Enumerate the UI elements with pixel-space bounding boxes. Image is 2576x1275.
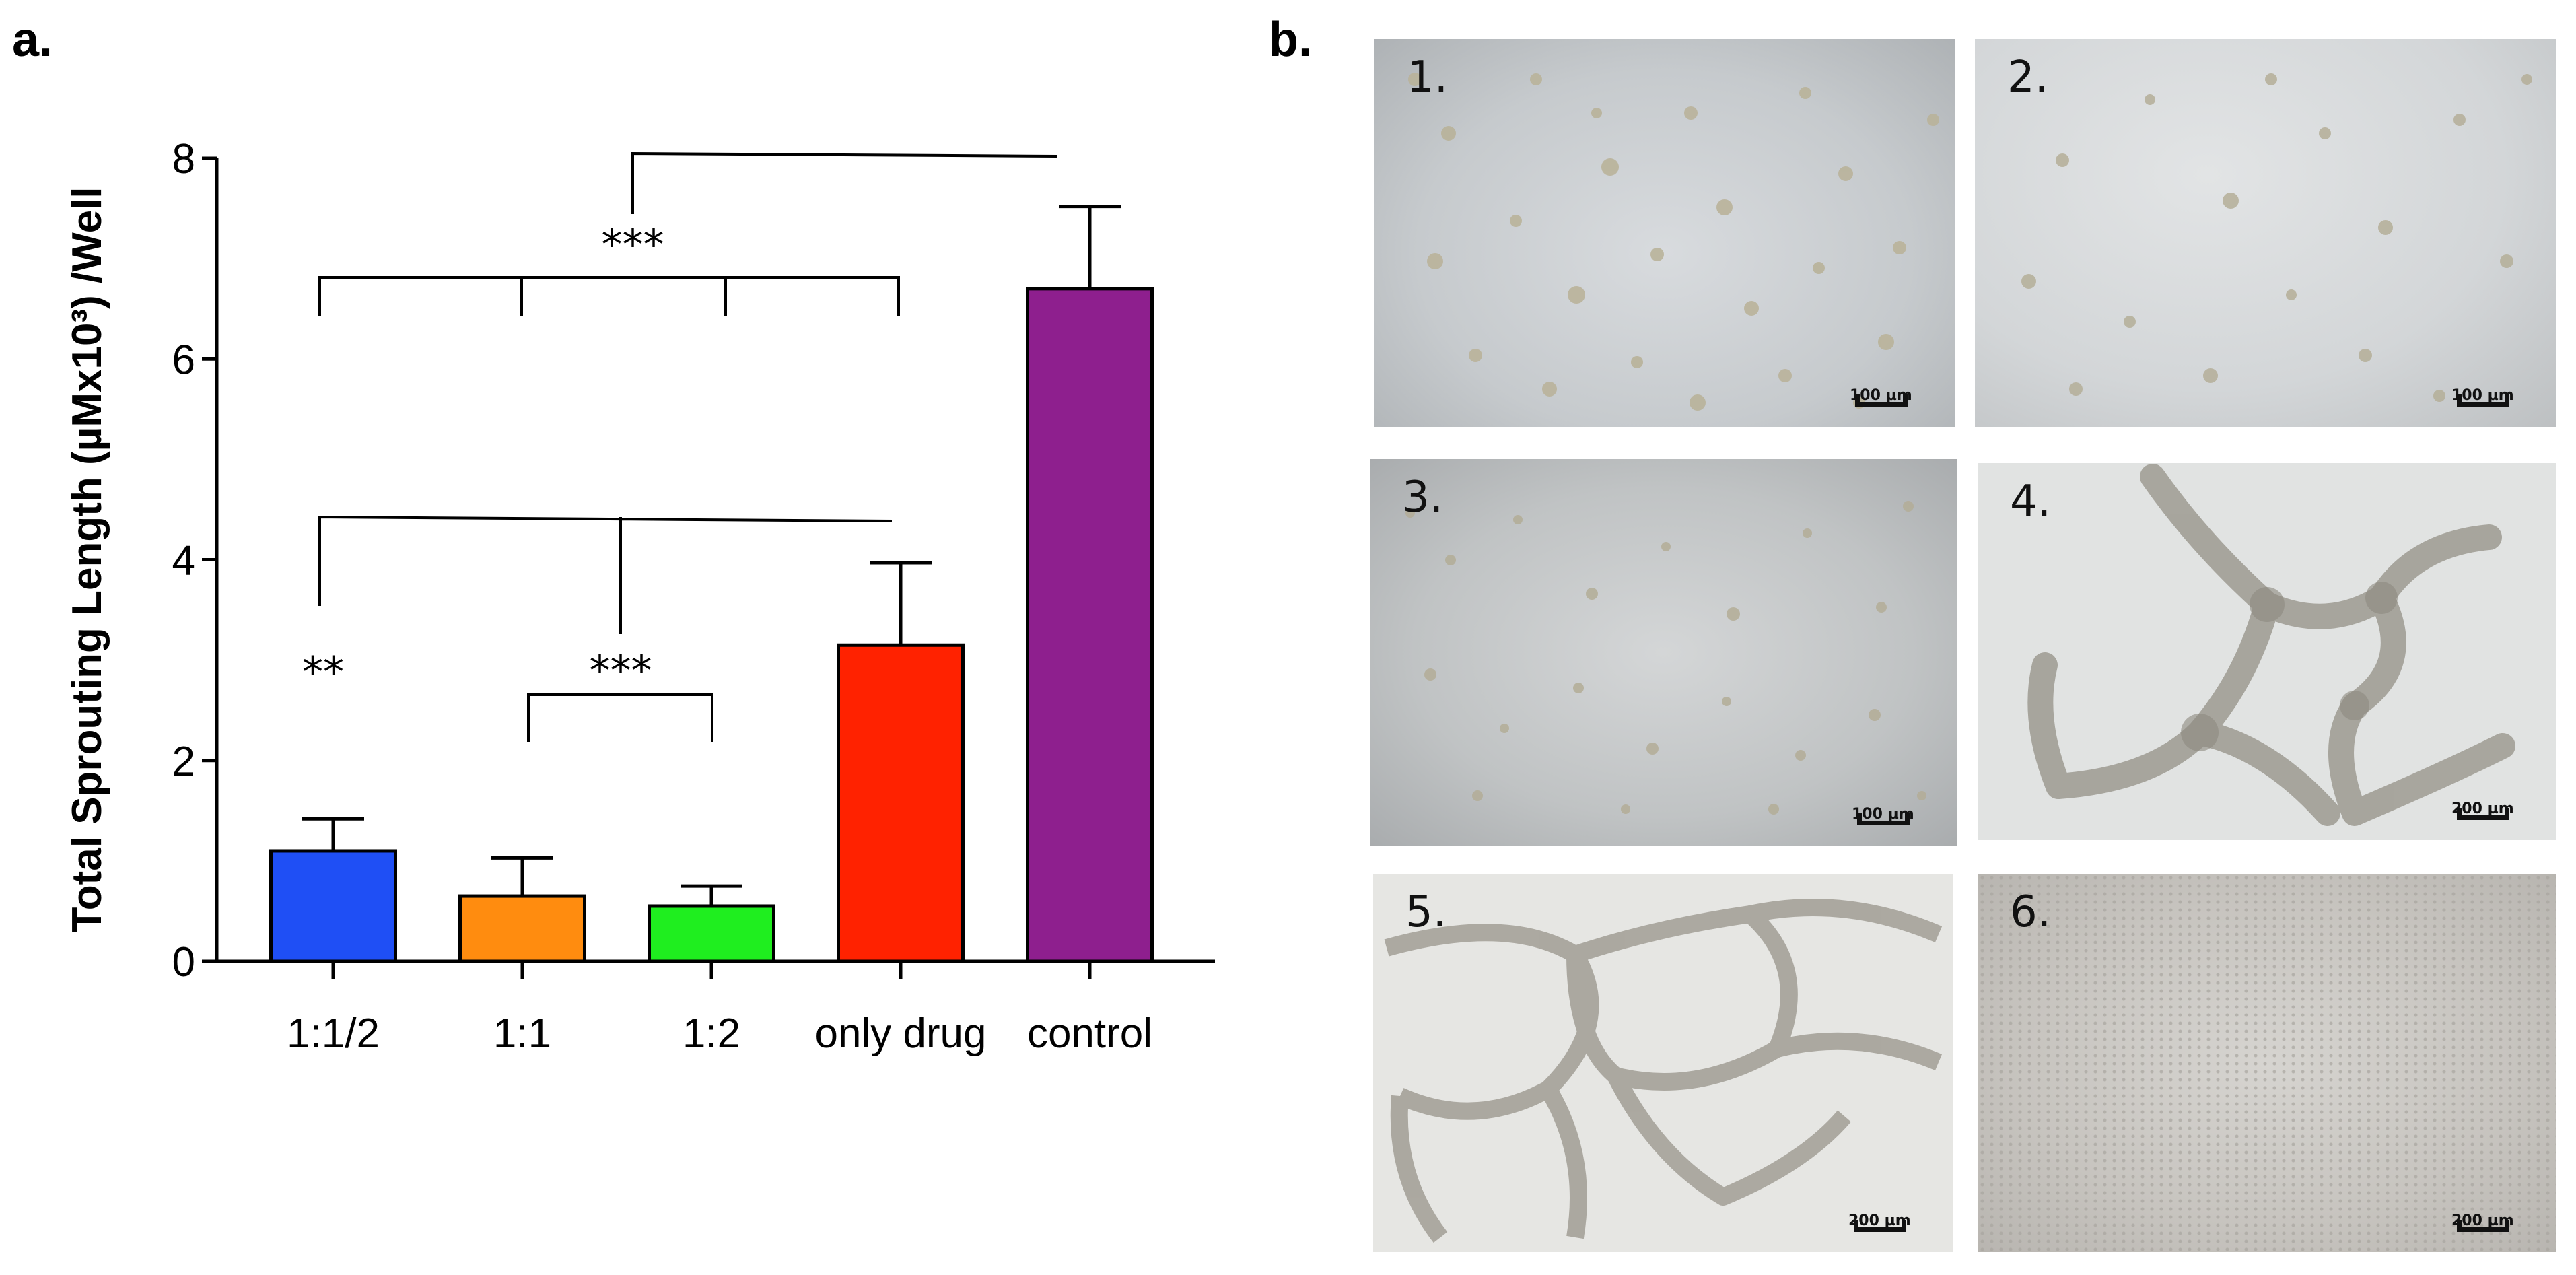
y-tick-label: 6 (172, 337, 195, 383)
x-tick-label: only drug (814, 1010, 986, 1057)
cell-clusters-image (2021, 73, 2532, 402)
significance-bracket (527, 693, 713, 742)
y-axis-label: Total Sprouting Length (µMx10³) /Well (64, 186, 110, 932)
significance-label: *** (590, 646, 652, 695)
tube-network-image (2027, 464, 2515, 826)
x-tick-label: 1:1 (493, 1010, 551, 1057)
x-tick-label: 1:2 (683, 1010, 740, 1057)
micrograph-number: 6. (2010, 887, 2052, 937)
scale-bar: 200 µm (2451, 1210, 2514, 1233)
x-tick-label: control (1027, 1010, 1152, 1057)
panel-label-b: b. (1269, 13, 1312, 67)
panel-label-a: a. (12, 13, 53, 67)
significance-label: ** (302, 648, 344, 697)
scale-bar: 100 µm (1852, 804, 1914, 827)
y-tick-label: 2 (172, 738, 195, 785)
significance-bracket (318, 515, 893, 634)
micrograph-number: 5. (1405, 887, 1447, 937)
micrograph-number: 4. (2010, 477, 2052, 526)
tube-network-image (1384, 899, 1943, 1243)
cell-clusters-image (1405, 501, 1926, 815)
bar (269, 849, 397, 963)
y-tick-label: 4 (172, 538, 195, 584)
significance-label: *** (602, 220, 664, 269)
micrograph-1: 1. 100 µm (1374, 39, 1955, 427)
bar-chart: 0 2 4 6 8 Total Sprouting Length (µMx10³) /We… (64, 136, 1215, 1057)
micrograph-number: 3. (1402, 473, 1444, 522)
micrograph-5: 5. 200 µm (1373, 874, 1953, 1252)
bar (458, 894, 586, 963)
bar (648, 904, 775, 963)
bar (837, 643, 965, 963)
micrograph-2: 2. 100 µm (1975, 39, 2556, 427)
micrograph-6: 6. 200 µm (1978, 874, 2556, 1252)
significance-bracket (318, 276, 900, 316)
significance-bracket (631, 151, 1057, 214)
micrograph-4: 4. 200 µm (1978, 463, 2556, 840)
micrograph-3: 3. 100 µm (1370, 459, 1957, 846)
scale-bar: 200 µm (2451, 798, 2514, 821)
micrograph-number: 1. (1407, 53, 1449, 102)
y-tick-label: 0 (172, 939, 195, 986)
y-tick-label: 8 (172, 136, 195, 182)
scale-bar: 200 µm (1848, 1210, 1911, 1233)
scale-bar: 100 µm (2451, 385, 2514, 408)
micrograph-number: 2. (2007, 53, 2049, 102)
x-tick-label: 1:1/2 (287, 1010, 380, 1057)
cell-clusters-image (1408, 73, 1939, 411)
scale-bar: 100 µm (1850, 385, 1912, 408)
bar (1026, 287, 1154, 963)
